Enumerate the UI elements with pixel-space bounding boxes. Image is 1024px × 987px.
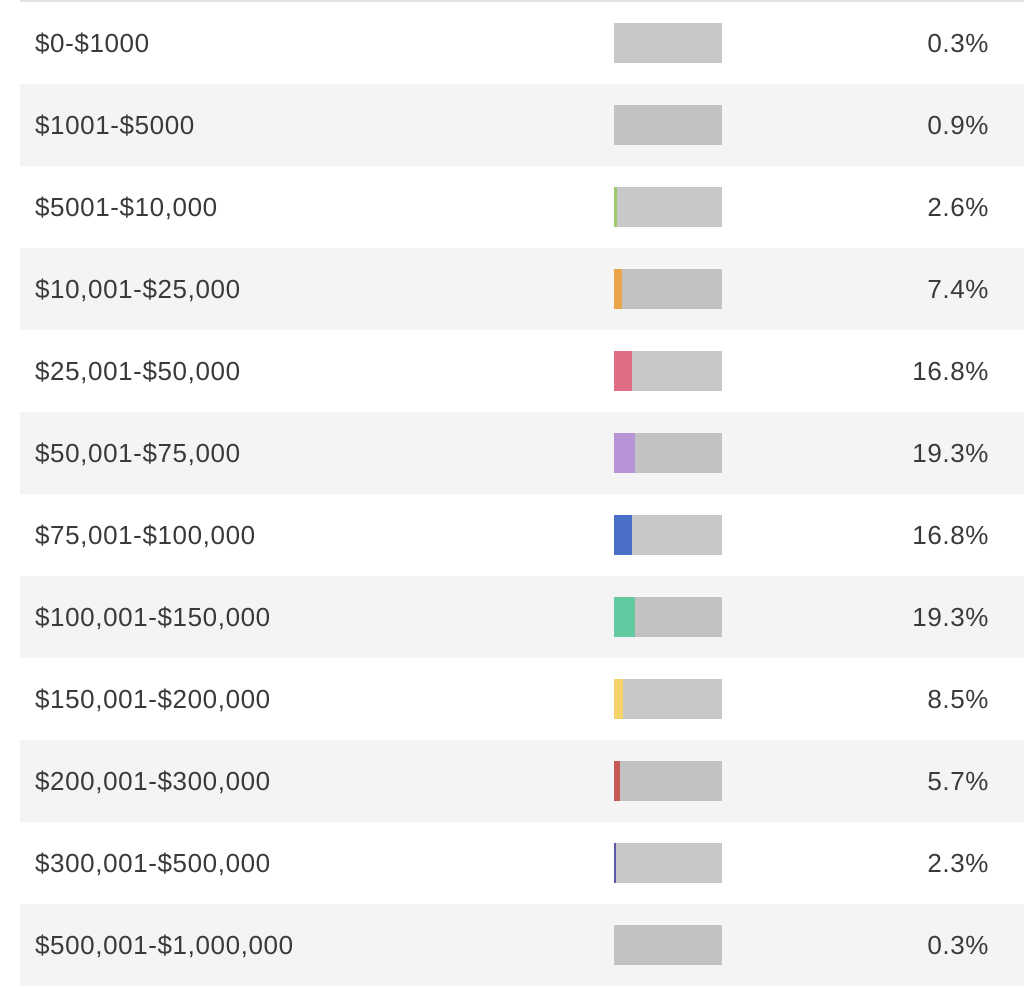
percent-bar <box>614 23 722 63</box>
percent-bar <box>614 925 722 965</box>
percent-bar-fill <box>614 105 616 145</box>
percent-bar-fill <box>614 515 633 555</box>
range-label: $100,001-$150,000 <box>35 602 271 632</box>
percent-bar <box>614 679 722 719</box>
table-row: $5001-$10,000 2.6% <box>20 166 1024 248</box>
percent-bar <box>614 597 722 637</box>
table-row: $200,001-$300,000 5.7% <box>20 740 1024 822</box>
percent-bar <box>614 269 722 309</box>
percent-value: 19.3% <box>912 602 989 632</box>
percent-bar-fill <box>614 761 621 801</box>
percent-bar <box>614 843 722 883</box>
percent-bar <box>614 105 722 145</box>
income-distribution-table: $0-$1000 0.3% $1001-$5000 0.9% $5001-$10… <box>20 0 1024 986</box>
range-label: $500,001-$1,000,000 <box>35 930 294 960</box>
percent-value: 5.7% <box>927 766 989 796</box>
table-row: $50,001-$75,000 19.3% <box>20 412 1024 494</box>
table-row: $25,001-$50,000 16.8% <box>20 330 1024 412</box>
table-row: $75,001-$100,000 16.8% <box>20 494 1024 576</box>
range-label: $10,001-$25,000 <box>35 274 241 304</box>
percent-bar <box>614 433 722 473</box>
percent-value: 0.9% <box>927 110 989 140</box>
table-row: $100,001-$150,000 19.3% <box>20 576 1024 658</box>
table-row: $0-$1000 0.3% <box>20 2 1024 84</box>
table-row: $1001-$5000 0.9% <box>20 84 1024 166</box>
range-label: $300,001-$500,000 <box>35 848 271 878</box>
range-label: $75,001-$100,000 <box>35 520 256 550</box>
percent-bar-fill <box>614 679 624 719</box>
range-label: $150,001-$200,000 <box>35 684 271 714</box>
range-label: $5001-$10,000 <box>35 192 218 222</box>
percent-bar <box>614 515 722 555</box>
table-row: $500,001-$1,000,000 0.3% <box>20 904 1024 986</box>
percent-value: 16.8% <box>912 520 989 550</box>
percent-value: 0.3% <box>927 930 989 960</box>
percent-bar-fill <box>614 351 633 391</box>
table-row: $300,001-$500,000 2.3% <box>20 822 1024 904</box>
table-row: $10,001-$25,000 7.4% <box>20 248 1024 330</box>
percent-bar-fill <box>614 843 617 883</box>
percent-value: 8.5% <box>927 684 989 714</box>
range-label: $0-$1000 <box>35 28 150 58</box>
range-label: $1001-$5000 <box>35 110 195 140</box>
range-label: $200,001-$300,000 <box>35 766 271 796</box>
percent-bar-fill <box>614 433 635 473</box>
percent-value: 0.3% <box>927 28 989 58</box>
percent-bar <box>614 351 722 391</box>
percent-bar-fill <box>614 925 616 965</box>
percent-value: 2.3% <box>927 848 989 878</box>
percent-bar-fill <box>614 597 635 637</box>
percent-bar-fill <box>614 23 616 63</box>
percent-value: 2.6% <box>927 192 989 222</box>
percent-value: 7.4% <box>927 274 989 304</box>
percent-value: 19.3% <box>912 438 989 468</box>
table-row: $150,001-$200,000 8.5% <box>20 658 1024 740</box>
percent-value: 16.8% <box>912 356 989 386</box>
percent-bar <box>614 761 722 801</box>
range-label: $25,001-$50,000 <box>35 356 241 386</box>
range-label: $50,001-$75,000 <box>35 438 241 468</box>
percent-bar-fill <box>614 269 622 309</box>
percent-bar <box>614 187 722 227</box>
percent-bar-fill <box>614 187 617 227</box>
